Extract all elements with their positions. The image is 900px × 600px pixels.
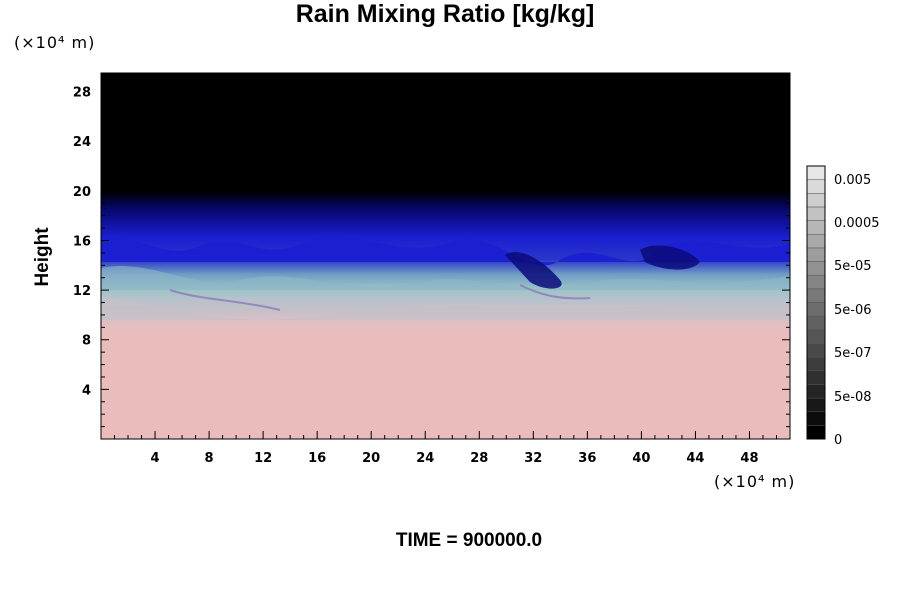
- colorbar-swatch: [806, 397, 826, 412]
- y-axis-unit: (×10⁴ m): [14, 33, 96, 52]
- x-tick-label: 40: [632, 451, 650, 466]
- x-tick-label: 44: [686, 451, 704, 466]
- colorbar-label: 0: [834, 433, 842, 448]
- x-tick-label: 12: [254, 451, 272, 466]
- x-tick-label: 24: [416, 451, 434, 466]
- colorbar-swatch: [806, 179, 826, 194]
- chart-title: Rain Mixing Ratio [kg/kg]: [295, 0, 595, 28]
- x-tick-label: 4: [151, 451, 160, 466]
- cloud-dark-core: [640, 245, 700, 270]
- y-tick-label: 8: [82, 334, 91, 349]
- colorbar-swatch: [806, 356, 826, 372]
- colorbar-label: 5e-07: [834, 346, 872, 361]
- colorbar-label: 5e-08: [834, 390, 872, 405]
- colorbar-swatch: [806, 206, 826, 221]
- colorbar-label: 5e-06: [834, 303, 872, 318]
- plot-frame: [100, 72, 791, 440]
- y-tick-label: 4: [82, 383, 91, 398]
- colorbar-label: 0.0005: [834, 216, 880, 231]
- cloud-grey-fringe: [101, 296, 790, 320]
- colorbar-swatch: [806, 343, 826, 358]
- colorbar-swatch: [806, 329, 826, 344]
- x-tick-label: 28: [470, 451, 488, 466]
- colorbar-swatch: [806, 384, 826, 399]
- cloud-teal-streaks: [101, 266, 790, 290]
- y-tick-label: 16: [73, 234, 91, 249]
- colorbar-label: 0.005: [834, 173, 871, 188]
- x-axis-unit: (×10⁴ m): [714, 472, 796, 491]
- colorbar-swatch: [806, 274, 826, 290]
- colorbar-swatch: [806, 425, 826, 440]
- colorbar-frame: [806, 165, 826, 440]
- colorbar-swatch: [806, 411, 826, 426]
- colorbar-label: 5e-05: [834, 259, 872, 274]
- colorbar-swatch: [806, 193, 826, 208]
- colorbar-swatch: [806, 165, 826, 180]
- y-tick-label: 24: [73, 135, 91, 150]
- y-axis: 4 8 12 16 20 24 28: [73, 78, 790, 428]
- colorbar-swatch: [806, 302, 826, 317]
- rain-field: [101, 73, 790, 439]
- colorbar: 0.005 0.0005 5e-05 5e-06 5e-07 5e-08 0: [806, 165, 880, 448]
- colorbar-swatch: [806, 288, 826, 303]
- time-label: TIME = 900000.0: [395, 530, 543, 551]
- colorbar-swatch: [806, 315, 826, 331]
- x-tick-label: 8: [205, 451, 214, 466]
- x-tick-label: 48: [740, 451, 758, 466]
- cloud-blue-lobes: [101, 237, 790, 266]
- colorbar-swatch: [806, 370, 826, 385]
- y-tick-label: 12: [73, 284, 91, 299]
- x-tick-label: 16: [308, 451, 326, 466]
- colorbar-swatch: [806, 247, 826, 262]
- y-tick-label: 28: [73, 86, 91, 101]
- y-tick-label: 20: [73, 185, 91, 200]
- x-tick-label: 20: [362, 451, 380, 466]
- colorbar-swatch: [806, 220, 826, 235]
- cloud-purple-streak: [169, 289, 281, 311]
- x-tick-label: 32: [524, 451, 542, 466]
- colorbar-swatch: [806, 234, 826, 249]
- colorbar-swatch: [806, 261, 826, 276]
- cloud-dark-core: [505, 252, 562, 289]
- cloud-purple-streak: [519, 284, 591, 300]
- x-tick-label: 36: [578, 451, 596, 466]
- x-axis: 4 8 12 16 20 24 28 32 36 40 44 48: [114, 73, 777, 466]
